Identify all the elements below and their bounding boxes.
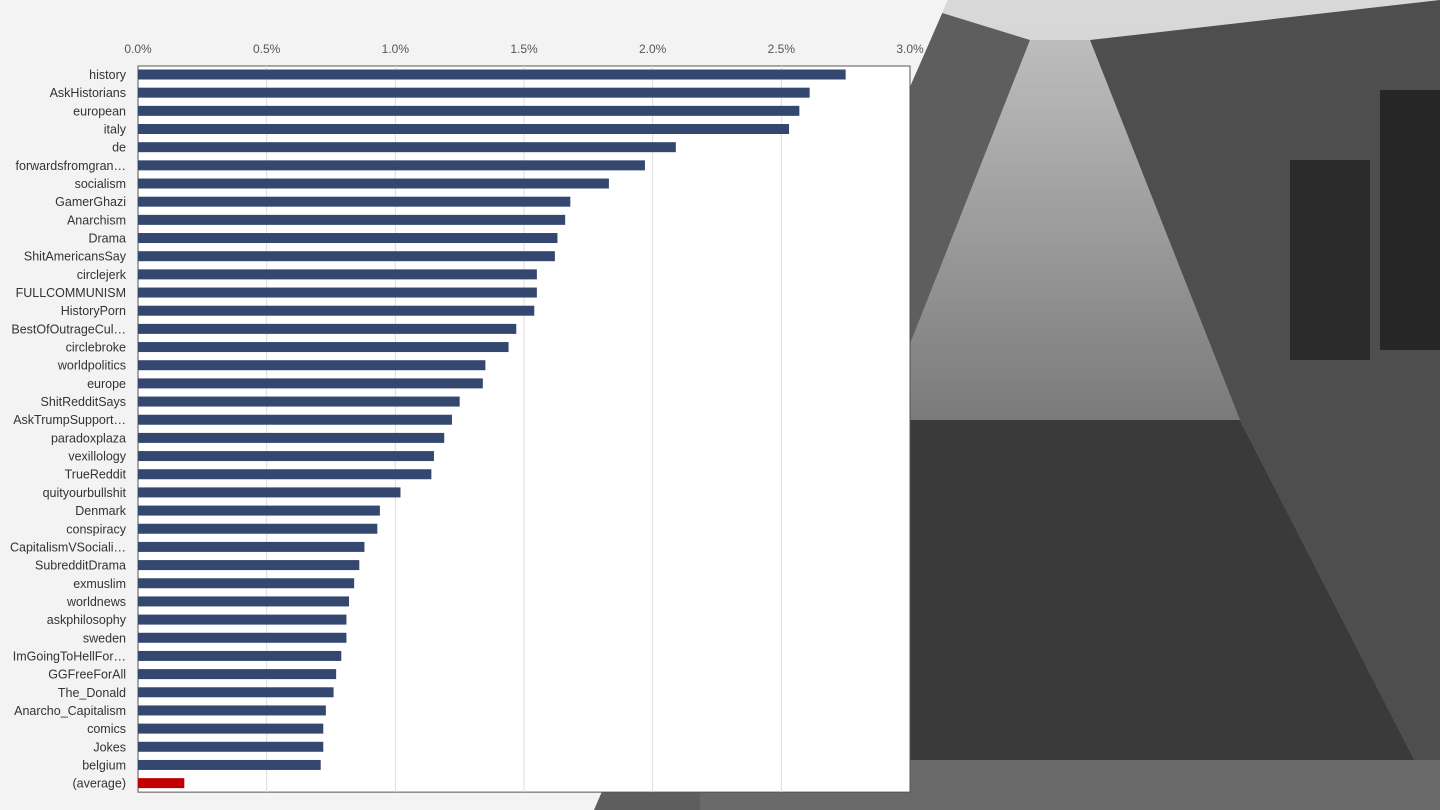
category-label: belgium <box>82 758 126 772</box>
bar <box>138 414 452 425</box>
bar-average <box>138 778 185 789</box>
category-label: AskHistorians <box>50 86 126 100</box>
bar <box>138 723 324 734</box>
bar <box>138 687 334 698</box>
category-label: italy <box>104 123 127 137</box>
category-label: forwardsfromgran… <box>16 159 126 173</box>
bar <box>138 142 676 153</box>
bar <box>138 269 537 280</box>
category-label: Anarchism <box>67 213 126 227</box>
category-label: europe <box>87 377 126 391</box>
category-label: Drama <box>88 232 126 246</box>
category-label: vexillology <box>68 450 126 464</box>
bar <box>138 451 434 462</box>
category-labels: history AskHistorians european italy de forwa… <box>10 68 127 791</box>
category-label: GamerGhazi <box>55 195 126 209</box>
bar <box>138 632 347 643</box>
category-label: exmuslim <box>73 577 126 591</box>
category-label: paradoxplaza <box>51 431 126 445</box>
bar <box>138 560 360 571</box>
bar <box>138 650 342 661</box>
bar <box>138 323 517 334</box>
bar <box>138 541 365 552</box>
bar <box>138 69 846 80</box>
x-tick-label: 3.0% <box>896 42 924 56</box>
category-label: de <box>112 141 126 155</box>
category-label: worldnews <box>66 595 126 609</box>
x-tick-label: 0.0% <box>124 42 152 56</box>
category-label: The_Donald <box>58 686 126 700</box>
category-label: quityourbullshit <box>43 486 127 500</box>
photo-avenue <box>880 40 1240 420</box>
bar <box>138 469 432 480</box>
x-axis-ticks: 0.0% 0.5% 1.0% 1.5% 2.0% 2.5% 3.0% <box>124 42 924 56</box>
bar <box>138 487 401 498</box>
category-label: CapitalismVSociali… <box>10 540 126 554</box>
category-label: conspiracy <box>66 522 126 536</box>
bar <box>138 505 380 516</box>
bar <box>138 87 810 98</box>
category-label: ImGoingToHellFor… <box>13 649 126 663</box>
category-label: circlebroke <box>66 341 126 355</box>
bars <box>138 69 846 789</box>
bar <box>138 705 326 716</box>
x-tick-label: 2.5% <box>768 42 796 56</box>
category-label: comics <box>87 722 126 736</box>
bar <box>138 378 483 389</box>
bar <box>138 305 535 316</box>
category-label: askphilosophy <box>47 613 127 627</box>
bar <box>138 741 324 752</box>
bar <box>138 251 555 262</box>
bar <box>138 596 350 607</box>
x-tick-label: 2.0% <box>639 42 667 56</box>
category-label: SubredditDrama <box>35 559 126 573</box>
category-label: TrueReddit <box>65 468 127 482</box>
category-label: ShitAmericansSay <box>24 250 127 264</box>
x-tick-label: 0.5% <box>253 42 281 56</box>
bar <box>138 360 486 371</box>
x-tick-label: 1.5% <box>510 42 538 56</box>
bar <box>138 523 378 534</box>
bar <box>138 196 571 207</box>
category-label: BestOfOutrageCul… <box>11 322 126 336</box>
bar <box>138 759 321 770</box>
category-label: (average) <box>73 777 127 791</box>
bar <box>138 342 509 353</box>
category-label: FULLCOMMUNISM <box>16 286 126 300</box>
bar <box>138 432 445 443</box>
bar <box>138 160 645 171</box>
category-label: history <box>89 68 127 82</box>
category-label: GGFreeForAll <box>48 668 126 682</box>
bar <box>138 178 609 189</box>
bar <box>138 287 537 298</box>
category-label: ShitRedditSays <box>41 395 126 409</box>
bar <box>138 233 558 244</box>
bar <box>138 396 460 407</box>
bar <box>138 105 800 116</box>
photo-banner-2 <box>1380 90 1440 350</box>
bar <box>138 124 790 135</box>
category-label: AskTrumpSupport… <box>13 413 126 427</box>
bar <box>138 214 566 225</box>
category-label: Jokes <box>93 740 126 754</box>
category-label: worldpolitics <box>57 359 126 373</box>
category-label: HistoryPorn <box>61 304 126 318</box>
category-label: european <box>73 104 126 118</box>
category-label: Denmark <box>75 504 126 518</box>
photo-banner-1 <box>1290 160 1370 360</box>
category-label: Anarcho_Capitalism <box>14 704 126 718</box>
bar <box>138 614 347 625</box>
bar <box>138 669 337 680</box>
category-label: socialism <box>75 177 126 191</box>
category-label: sweden <box>83 631 126 645</box>
bar <box>138 578 355 589</box>
x-tick-label: 1.0% <box>382 42 410 56</box>
category-label: circlejerk <box>77 268 127 282</box>
